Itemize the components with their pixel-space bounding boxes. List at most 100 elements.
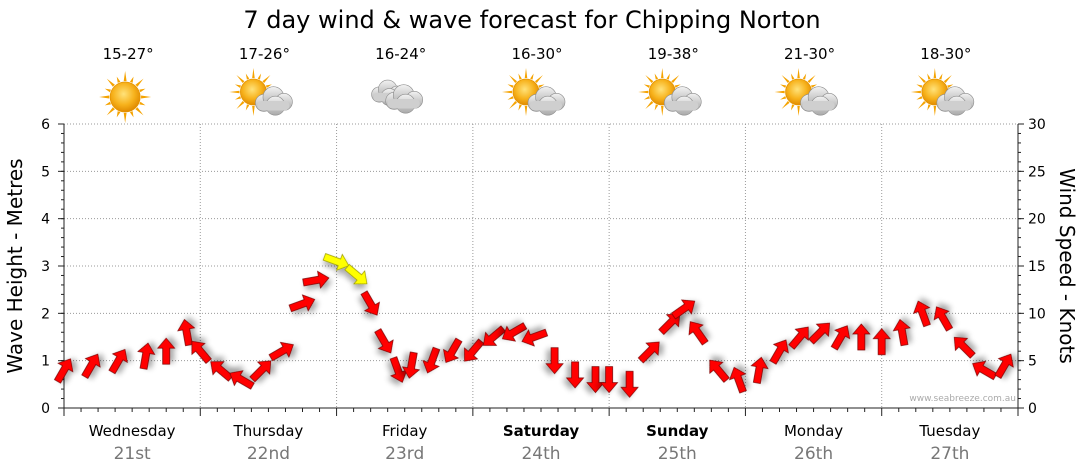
- sun-ray: [135, 78, 144, 87]
- sun-ray: [509, 100, 518, 109]
- right-axis-title: Wind Speed - Knots: [1055, 168, 1079, 364]
- sun-ray: [790, 104, 795, 111]
- sun-ray: [916, 96, 923, 100]
- credit-text: www.seabreeze.com.au: [909, 394, 1016, 404]
- sun-ray: [524, 105, 528, 116]
- wind-arrow: [709, 359, 730, 383]
- wind-arrow: [808, 322, 830, 345]
- sun-ray: [638, 90, 649, 94]
- day-temperature: 19-38°: [648, 45, 699, 63]
- sun-ray: [780, 84, 787, 88]
- wind-arrow: [268, 341, 294, 362]
- sun-ray: [910, 90, 921, 94]
- sun-ray: [674, 84, 681, 88]
- cloud-base: [529, 100, 563, 111]
- day-labels: Wednesday 21st Thursday 22nd Friday 23rd Satur…: [89, 422, 981, 464]
- partly-cloudy-icon: [774, 68, 838, 116]
- cloud-base: [802, 100, 835, 111]
- sun-ray: [774, 90, 785, 94]
- wind-arrow: [249, 360, 272, 383]
- wind-arrow: [229, 370, 255, 390]
- sun-ray: [106, 78, 115, 87]
- wind-arrows: [53, 253, 1014, 398]
- sun-ray: [917, 100, 926, 109]
- day-temperature: 17-26°: [239, 45, 290, 63]
- cloud-shape: [800, 86, 838, 116]
- weather-row: 15-27° 17-26° 16-24° 16-30° 19-38° 21-30° 18-3…: [99, 45, 975, 123]
- sun-ray: [257, 73, 262, 80]
- sun-ray: [135, 107, 144, 116]
- wind-arrow: [156, 337, 176, 365]
- wind-arrow: [750, 356, 769, 384]
- sun-ray: [502, 90, 513, 94]
- cloud-base: [666, 100, 699, 111]
- sun-ray: [807, 75, 816, 84]
- wind-arrow: [769, 339, 789, 365]
- wind-arrow: [852, 323, 871, 351]
- sun-ray: [524, 68, 528, 79]
- wind-arrow: [443, 337, 463, 363]
- sun-ray: [245, 104, 250, 111]
- right-tick-label: 30: [1028, 117, 1046, 133]
- cloud-base: [387, 98, 420, 109]
- sun-ray: [781, 100, 790, 109]
- sun-ray: [797, 68, 800, 79]
- sun-ray: [666, 73, 670, 80]
- right-tick-label: 25: [1028, 164, 1046, 180]
- sun-disc: [109, 81, 141, 113]
- wind-arrow: [912, 300, 931, 328]
- wind-arrow: [953, 336, 976, 359]
- axes: 0 1 2 3 4 5 6 0 5 10 15 20 25 30: [41, 117, 1046, 417]
- sun-ray: [104, 101, 111, 106]
- wind-arrow: [464, 338, 485, 362]
- cloud-base: [938, 100, 972, 111]
- wind-arrow: [137, 342, 156, 370]
- sun-ray: [507, 84, 514, 88]
- sun-ray: [229, 90, 240, 94]
- sun-ray: [507, 96, 514, 100]
- day-date: 21st: [114, 444, 151, 464]
- left-tick-label: 1: [41, 354, 50, 370]
- cloud-shape: [385, 84, 424, 114]
- sun-ray: [933, 68, 937, 79]
- sun-ray: [654, 104, 659, 111]
- wind-arrow: [565, 361, 585, 389]
- wind-arrow: [501, 322, 528, 342]
- left-tick-label: 0: [41, 401, 50, 417]
- partly-cloudy-icon: [229, 68, 293, 116]
- cloud-shape: [527, 86, 566, 116]
- left-tick-label: 3: [41, 259, 50, 275]
- wind-arrow: [288, 294, 316, 313]
- sun-ray: [947, 84, 954, 88]
- wind-arrow: [108, 348, 128, 375]
- day-name: Monday: [784, 422, 843, 440]
- day-date: 27th: [930, 444, 969, 464]
- sun-ray: [780, 96, 787, 100]
- left-tick-label: 2: [41, 306, 50, 322]
- sun-ray: [671, 75, 680, 84]
- right-tick-label: 0: [1028, 401, 1037, 417]
- right-tick-label: 10: [1028, 306, 1046, 322]
- sun-ray: [927, 73, 931, 80]
- sun-ray: [129, 111, 134, 118]
- wind-arrow: [322, 253, 350, 271]
- wind-arrow: [892, 318, 911, 347]
- day-name: Thursday: [233, 422, 304, 440]
- left-tick-label: 4: [41, 212, 50, 228]
- wind-arrow: [872, 328, 891, 356]
- wind-arrow: [670, 299, 696, 320]
- left-axis-title: Wave Height - Metres: [3, 158, 27, 373]
- sun-ray: [236, 100, 245, 109]
- sun-ray: [518, 73, 522, 80]
- left-tick-label: 6: [41, 117, 50, 133]
- cloud-shape: [936, 86, 975, 116]
- partly-cloudy-icon: [638, 68, 702, 116]
- wind-arrow: [302, 270, 330, 289]
- sun-ray: [661, 68, 664, 79]
- sun-ray: [939, 73, 943, 80]
- sun-ray: [129, 76, 134, 83]
- sun-ray: [139, 101, 146, 106]
- sun-ray: [123, 112, 127, 123]
- day-temperature: 15-27°: [103, 45, 154, 63]
